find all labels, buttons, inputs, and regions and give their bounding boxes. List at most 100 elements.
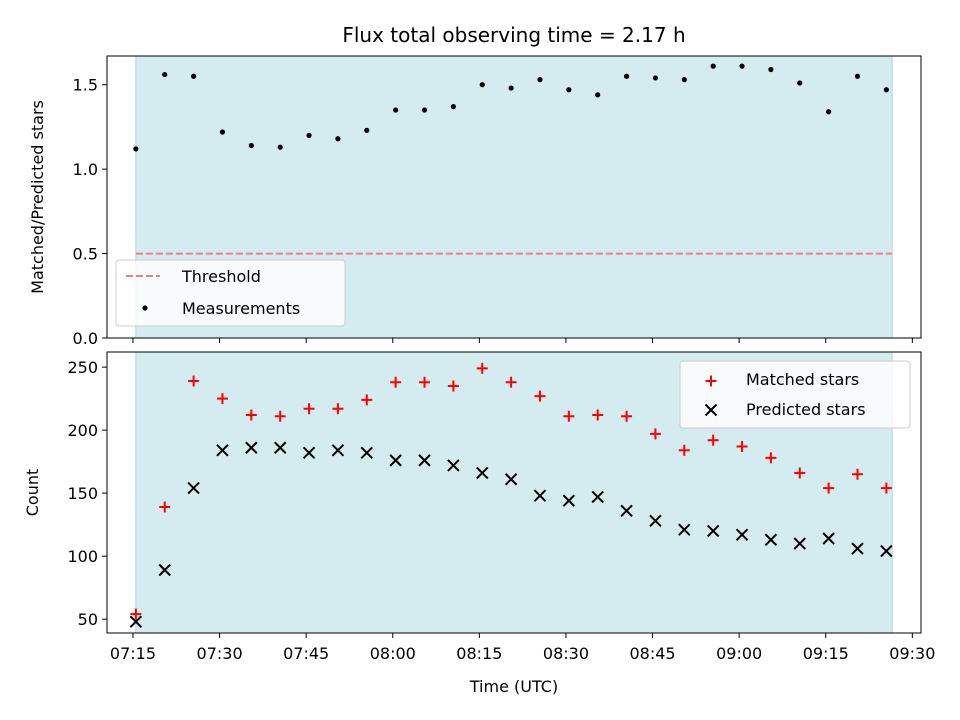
predicted-stars-point <box>764 533 778 546</box>
measurement-point <box>854 73 861 79</box>
x-tick-label: 07:30 <box>197 644 243 663</box>
x-tick-label: 09:15 <box>803 644 849 663</box>
measurement-point <box>623 73 630 79</box>
predicted-stars-swatch-mark <box>704 403 718 417</box>
legend-matched-swatch <box>705 375 717 387</box>
matched-stars-point <box>880 482 892 494</box>
x-tick-label: 07:45 <box>283 644 329 663</box>
matched-stars-point <box>765 452 777 464</box>
ratio-panel-y-label: Matched/Predicted stars <box>28 100 47 294</box>
predicted-stars-point <box>476 466 489 480</box>
predicted-stars-point <box>216 444 229 457</box>
matched-stars-point <box>678 444 690 456</box>
legend-box <box>679 360 911 429</box>
measurement-point <box>768 66 774 73</box>
measurement-point <box>826 109 832 115</box>
legend-label-predicted-stars: Predicted stars <box>746 400 866 419</box>
matched-stars-point <box>736 441 748 453</box>
matched-stars-point <box>794 467 806 479</box>
matched-stars-point <box>216 393 228 405</box>
predicted-stars-point <box>129 615 143 628</box>
matched-stars-point <box>188 375 200 387</box>
predicted-stars-point <box>591 490 604 504</box>
matched-stars-point <box>851 468 863 480</box>
measurement-point <box>450 104 456 110</box>
predicted-stars-point <box>302 446 316 460</box>
count-panel-legend: Matched stars Predicted stars <box>679 360 911 429</box>
matched-stars-point <box>592 409 604 421</box>
matched-stars-point <box>621 410 633 422</box>
predicted-stars-point <box>793 537 806 550</box>
count-panel-y-label: Count <box>23 469 42 517</box>
chart-title: Flux total observing time = 2.17 h <box>342 23 685 47</box>
measurement-point <box>306 132 312 138</box>
measurement-point <box>190 73 197 79</box>
measurement-point <box>219 129 226 135</box>
matched-stars-point <box>390 376 402 388</box>
predicted-stars-point <box>245 441 258 454</box>
matched-stars-point <box>447 380 459 392</box>
predicted-stars-point <box>851 542 864 555</box>
ratio-panel-legend: Threshold Measurements <box>115 259 346 327</box>
matched-stars-point <box>505 376 517 388</box>
legend-label-matched-stars: Matched stars <box>746 370 859 389</box>
predicted-stars-point <box>447 459 460 472</box>
predicted-stars-point <box>273 441 287 454</box>
predicted-stars-point <box>187 481 200 495</box>
ratio-panel-frame <box>106 55 922 339</box>
matched-stars-swatch-mark <box>705 375 717 387</box>
measurement-point <box>883 87 889 93</box>
predicted-stars-point <box>880 544 893 558</box>
predicted-stars-point <box>389 454 402 467</box>
measurement-point <box>652 75 659 81</box>
x-tick-label: 08:00 <box>370 644 416 663</box>
measurement-point <box>508 85 514 91</box>
predicted-stars-point <box>706 524 720 538</box>
y-tick-label: 200 <box>67 421 98 440</box>
matched-stars-point <box>563 410 575 422</box>
legend-predicted-swatch <box>704 403 718 417</box>
predicted-stars-point <box>504 473 518 486</box>
predicted-stars-point <box>360 446 373 460</box>
measurement-point <box>566 87 572 93</box>
matched-stars-point <box>274 410 286 422</box>
y-tick-label: 250 <box>67 358 98 377</box>
matched-stars-point <box>303 403 315 415</box>
matched-stars-point <box>130 608 142 620</box>
predicted-stars-point <box>562 494 576 507</box>
x-tick-label: 08:15 <box>456 644 502 663</box>
y-tick-label: 1.0 <box>73 160 98 179</box>
predicted-stars-point <box>418 454 431 467</box>
matched-stars-point <box>823 482 835 494</box>
measurement-point <box>710 63 716 69</box>
matched-stars-point <box>476 362 488 374</box>
y-tick-label: 100 <box>67 547 98 566</box>
legend-measurements-swatch <box>142 305 148 311</box>
x-tick-label: 09:00 <box>716 644 762 663</box>
matched-stars-point <box>707 434 719 446</box>
measurement-point <box>364 127 370 133</box>
x-tick-label: 08:45 <box>629 644 675 663</box>
predicted-stars-point <box>822 532 835 545</box>
matched-stars-point <box>245 409 257 421</box>
measurement-point <box>479 82 485 88</box>
matched-stars-point <box>361 394 373 406</box>
measurement-point <box>393 107 399 113</box>
y-tick-label: 150 <box>67 484 98 503</box>
y-tick-label: 50 <box>78 610 98 629</box>
predicted-stars-point <box>735 528 749 541</box>
measurement-point <box>797 80 803 86</box>
measurement-point <box>681 77 687 83</box>
y-tick-label: 0.0 <box>73 329 98 348</box>
matched-stars-point <box>332 403 344 415</box>
measurement-point <box>595 92 601 98</box>
x-tick-label: 09:30 <box>889 644 935 663</box>
predicted-stars-point <box>678 523 691 536</box>
measurement-point <box>421 107 428 113</box>
matched-stars-point <box>419 376 431 388</box>
matched-stars-point <box>534 390 546 402</box>
count-panel-frame <box>106 351 922 634</box>
measurement-point <box>162 71 168 78</box>
matched-stars-point <box>649 428 661 440</box>
